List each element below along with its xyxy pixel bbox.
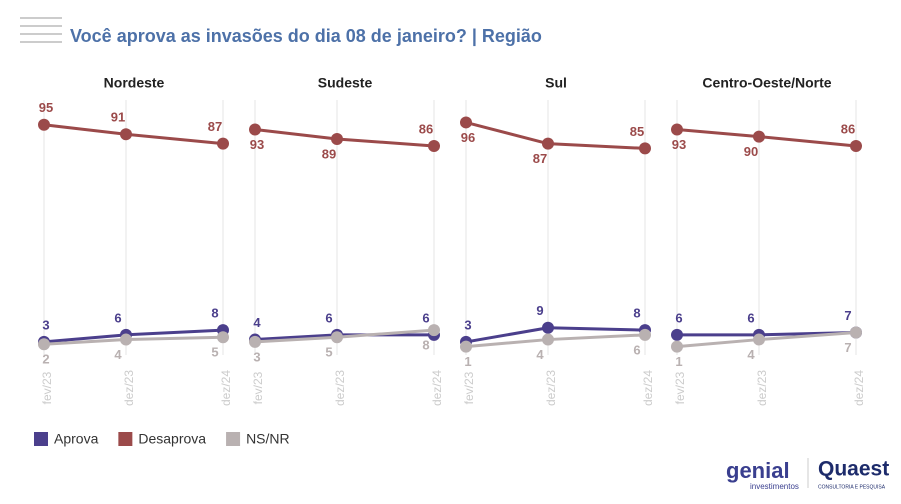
data-point: [249, 123, 261, 136]
data-label: 6: [325, 310, 332, 325]
logo-genial: genial: [726, 458, 790, 483]
data-label: 6: [422, 310, 429, 325]
data-label: 1: [464, 354, 471, 369]
data-label: 4: [114, 347, 122, 362]
data-point: [671, 340, 683, 353]
data-label: 95: [39, 100, 53, 115]
data-point: [331, 132, 343, 145]
data-label: 87: [533, 151, 547, 166]
data-point: [671, 328, 683, 341]
logo-quaest-sub: CONSULTORIA E PESQUISA: [818, 484, 886, 490]
data-point: [331, 331, 343, 344]
data-point: [217, 331, 229, 344]
data-point: [753, 333, 765, 346]
data-label: 89: [322, 146, 336, 161]
data-label: 3: [253, 349, 260, 364]
data-label: 91: [111, 110, 125, 125]
data-point: [249, 335, 261, 348]
data-point: [542, 321, 554, 334]
data-label: 6: [675, 310, 682, 325]
data-label: 5: [211, 345, 218, 360]
data-label: 8: [211, 306, 218, 321]
data-point: [428, 140, 440, 153]
data-point: [542, 333, 554, 346]
data-point: [38, 338, 50, 351]
data-point: [120, 128, 132, 141]
x-tick-label: dez/24: [219, 370, 233, 406]
x-tick-label: dez/24: [430, 370, 444, 406]
panel-title: Nordeste: [104, 75, 165, 91]
panel-title: Centro-Oeste/Norte: [702, 75, 831, 91]
legend-swatch: [118, 432, 133, 446]
data-label: 86: [419, 121, 433, 136]
series-line: [676, 128, 857, 148]
data-point: [38, 118, 50, 131]
panel-title: Sudeste: [318, 75, 373, 91]
x-tick-label: fev/23: [251, 371, 265, 404]
data-point: [428, 324, 440, 337]
data-point: [460, 340, 472, 353]
data-label: 90: [744, 144, 758, 159]
data-point: [639, 142, 651, 155]
data-label: 86: [841, 121, 855, 136]
data-label: 4: [747, 347, 755, 362]
data-label: 6: [747, 310, 754, 325]
x-tick-label: dez/23: [544, 370, 558, 406]
data-label: 93: [250, 137, 264, 152]
data-label: 85: [630, 124, 644, 139]
legend-label: Aprova: [54, 431, 99, 447]
x-tick-label: dez/23: [755, 370, 769, 406]
data-label: 6: [114, 310, 121, 325]
page-title: Você aprova as invasões do dia 08 de jan…: [70, 26, 542, 46]
data-label: 1: [675, 354, 682, 369]
data-point: [850, 326, 862, 339]
x-tick-label: fev/23: [462, 371, 476, 404]
x-tick-label: dez/24: [852, 370, 866, 406]
data-point: [671, 123, 683, 136]
legend-label: NS/NR: [246, 431, 290, 447]
data-label: 8: [633, 306, 640, 321]
data-label: 3: [464, 317, 471, 332]
logo-genial-sub: investimentos: [750, 482, 799, 491]
data-label: 93: [672, 137, 686, 152]
data-point: [120, 333, 132, 346]
data-point: [850, 140, 862, 153]
data-label: 4: [253, 315, 261, 330]
x-tick-label: dez/24: [641, 370, 655, 406]
data-label: 9: [536, 303, 543, 318]
data-label: 5: [325, 345, 332, 360]
series-line: [254, 128, 435, 148]
x-tick-label: dez/23: [333, 370, 347, 406]
decor-dots: [20, 17, 62, 43]
data-label: 8: [422, 338, 429, 353]
series-line: [43, 123, 224, 146]
legend-swatch: [34, 432, 48, 446]
data-label: 7: [844, 340, 851, 355]
data-point: [217, 137, 229, 150]
data-point: [639, 328, 651, 341]
logo-quaest: Quaest: [818, 458, 889, 481]
x-tick-label: fev/23: [40, 371, 54, 404]
data-label: 7: [844, 308, 851, 323]
data-label: 4: [536, 347, 544, 362]
data-label: 96: [461, 130, 475, 145]
data-label: 6: [633, 342, 640, 357]
data-point: [460, 116, 472, 129]
data-label: 3: [42, 317, 49, 332]
data-point: [753, 130, 765, 143]
x-tick-label: dez/23: [122, 370, 136, 406]
data-label: 2: [42, 352, 49, 367]
legend-label: Desaprova: [138, 431, 206, 447]
legend-swatch: [226, 432, 241, 446]
series-line: [465, 120, 646, 150]
panel-title: Sul: [545, 75, 567, 91]
data-point: [542, 137, 554, 150]
data-label: 87: [208, 119, 222, 134]
x-tick-label: fev/23: [673, 371, 687, 404]
